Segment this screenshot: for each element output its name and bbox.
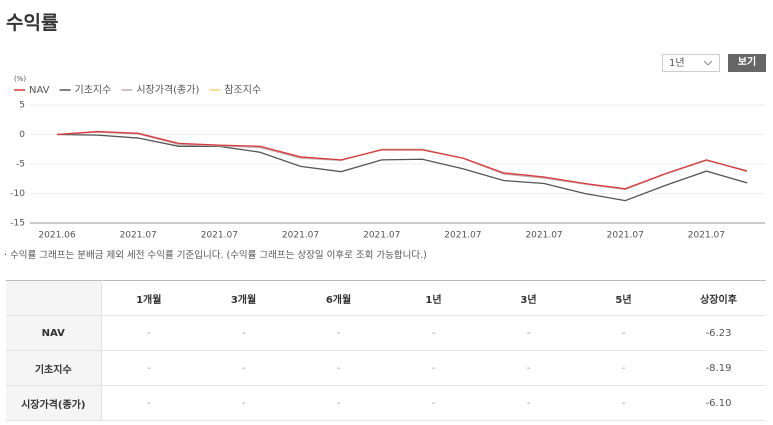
table-cell: -	[481, 350, 576, 386]
table-row: NAV - - - - - - -6.23	[6, 315, 766, 351]
x-tick-label: 2021.06	[38, 231, 75, 241]
chart: (%) 5 0 -5 -10 -15 2021.06 2021.07 2021.07 2021.…	[10, 75, 765, 241]
row-label: NAV	[6, 315, 102, 351]
table-cell: -	[386, 385, 481, 421]
series-line	[56, 130, 748, 190]
x-tick-label: 2021.07	[363, 231, 400, 241]
view-button[interactable]: 보기	[728, 54, 766, 72]
note: · 수익률 그래프는 분배금 제외 세전 수익률 기준입니다. (수익률 그래프…	[4, 250, 427, 261]
header-cell: 5년	[576, 280, 671, 316]
legend-label: NAV	[29, 85, 50, 96]
table-cell: -	[386, 350, 481, 386]
table-row: 시장가격(종가) - - - - - - -6.10	[6, 385, 766, 421]
legend-label: 참조지수	[224, 84, 261, 96]
row-label: 기초지수	[6, 350, 102, 386]
x-tick-label: 2021.07	[201, 231, 238, 241]
table-row: 기초지수 - - - - - - -8.19	[6, 350, 766, 386]
period-value: 1년	[669, 58, 685, 69]
header-cell: 상장이후	[671, 280, 766, 316]
corner-cell	[6, 280, 102, 316]
table-cell: -	[481, 385, 576, 421]
x-tick-label: 2021.07	[282, 231, 319, 241]
table-cell: -	[196, 385, 291, 421]
y-tick-label: -5	[16, 160, 25, 170]
header-cell: 3개월	[196, 280, 291, 316]
table-cell: -	[101, 315, 196, 351]
series-line	[56, 133, 748, 202]
chevron	[703, 60, 713, 66]
x-tick-label: 2021.07	[444, 231, 481, 241]
y-tick-label: -15	[10, 219, 25, 229]
x-tick-label: 2021.07	[607, 231, 644, 241]
header-row: 1개월 3개월 6개월 1년 3년 5년 상장이후	[6, 280, 766, 316]
page-title: 수익률	[6, 12, 59, 34]
y-tick-label: 5	[19, 101, 25, 111]
table-cell: -	[196, 315, 291, 351]
x-tick-label: 2021.07	[525, 231, 562, 241]
header-cell: 6개월	[291, 280, 386, 316]
legend-label: 기초지수	[75, 84, 112, 96]
legend-label: 시장가격(종가)	[136, 83, 199, 96]
table-cell: -	[101, 350, 196, 386]
x-tick-label: 2021.07	[688, 231, 725, 241]
header-cell: 1년	[386, 280, 481, 316]
table-cell: -	[291, 315, 386, 351]
table-cell: -	[386, 315, 481, 351]
table-cell: -	[101, 385, 196, 421]
return-table: 1개월 3개월 6개월 1년 3년 5년 상장이후 NAV - - - - - - -6.23 기초지수 - - -…	[6, 280, 766, 421]
table-cell: -	[576, 385, 671, 421]
table-cell: -	[481, 315, 576, 351]
table-cell: -8.19	[671, 350, 766, 386]
table-cell: -6.10	[671, 385, 766, 421]
series-line	[56, 131, 748, 191]
row-label: 시장가격(종가)	[6, 385, 102, 421]
y-tick-label: 0	[19, 130, 25, 140]
table-cell: -6.23	[671, 315, 766, 351]
x-tick-label: 2021.07	[120, 231, 157, 241]
header-cell: 3년	[481, 280, 576, 316]
y-unit: (%)	[14, 75, 26, 83]
header-cell: 1개월	[101, 280, 196, 316]
table-cell: -	[196, 350, 291, 386]
y-tick-label: -10	[10, 189, 25, 199]
period-select[interactable]: 1년	[662, 54, 720, 72]
table-cell: -	[576, 350, 671, 386]
table-cell: -	[291, 385, 386, 421]
table-cell: -	[576, 315, 671, 351]
table-cell: -	[291, 350, 386, 386]
